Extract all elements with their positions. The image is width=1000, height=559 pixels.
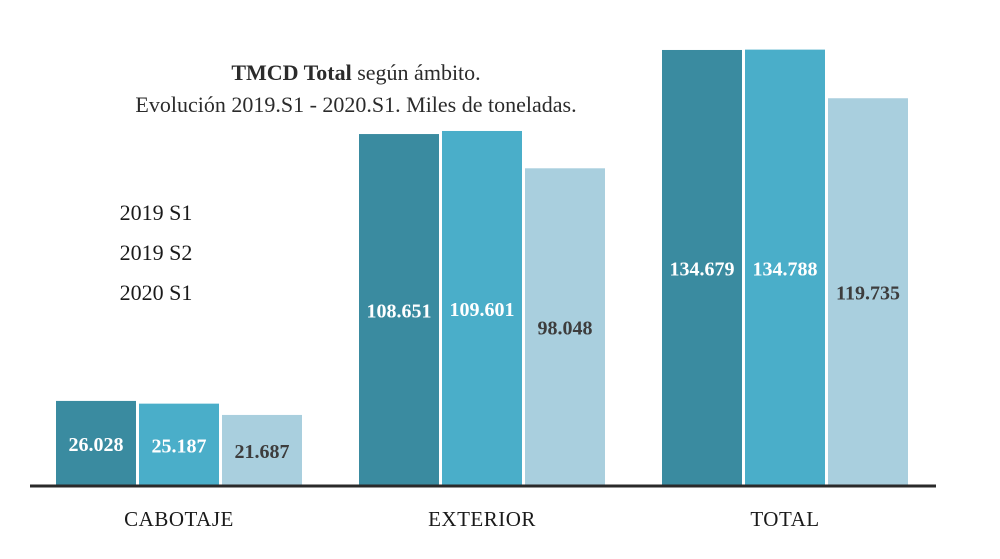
value-labels-layer: 26.028 25.187 21.687 108.651 109.601 98.048 13… xyxy=(69,258,900,463)
category-label-cabotaje: CABOTAJE xyxy=(124,507,234,531)
value-label-total-1: 134.788 xyxy=(753,258,818,280)
legend-entry-1: 2019 S2 xyxy=(120,240,193,265)
legend-entry-2: 2020 S1 xyxy=(120,280,193,305)
category-labels: CABOTAJE EXTERIOR TOTAL xyxy=(124,507,819,531)
value-label-cabotaje-2: 21.687 xyxy=(235,441,290,463)
value-label-total-2: 119.735 xyxy=(836,283,900,305)
bar-exterior-2 xyxy=(525,168,605,486)
bar-total-1 xyxy=(745,49,825,485)
chart-title-bold: TMCD Total xyxy=(231,60,351,85)
value-label-exterior-0: 108.651 xyxy=(367,301,432,323)
bar-cabotaje-1 xyxy=(139,403,219,485)
bar-cabotaje-2 xyxy=(222,414,302,485)
category-label-exterior: EXTERIOR xyxy=(428,507,536,531)
value-label-cabotaje-1: 25.187 xyxy=(152,435,207,457)
chart-subtitle: Evolución 2019.S1 - 2020.S1. Miles de to… xyxy=(135,92,576,117)
value-label-exterior-2: 98.048 xyxy=(538,318,593,340)
bar-total-2 xyxy=(828,98,908,485)
legend-entry-0: 2019 S1 xyxy=(120,200,193,225)
bar-exterior-1 xyxy=(442,130,522,485)
bar-total-0 xyxy=(662,49,742,485)
bar-exterior-0 xyxy=(359,134,439,485)
chart-title: TMCD Total según ámbito. Evolución 2019.… xyxy=(135,60,576,117)
value-label-total-0: 134.679 xyxy=(670,258,735,280)
legend: 2019 S1 2019 S2 2020 S1 xyxy=(120,200,193,305)
bar-cabotaje-0 xyxy=(56,400,136,485)
chart-title-rest: según ámbito. xyxy=(352,60,481,85)
category-label-total: TOTAL xyxy=(750,507,819,531)
chart-title-line: TMCD Total según ámbito. xyxy=(231,60,480,85)
value-label-exterior-1: 109.601 xyxy=(450,299,515,321)
bars-layer xyxy=(56,49,908,486)
value-label-cabotaje-0: 26.028 xyxy=(69,434,124,456)
